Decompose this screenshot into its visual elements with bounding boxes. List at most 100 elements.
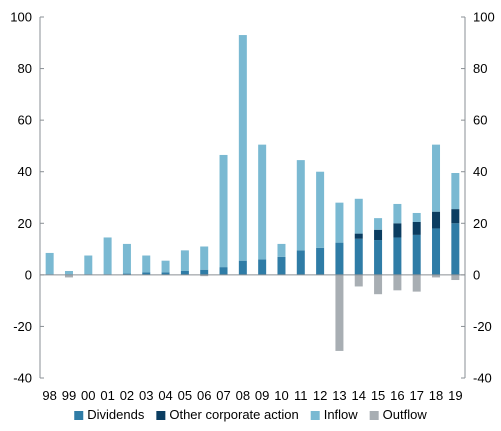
y-tick-label-left: 0 — [25, 267, 32, 282]
x-tick-label: 04 — [158, 388, 172, 403]
x-tick-label: 12 — [313, 388, 327, 403]
y-tick-label-left: 80 — [18, 61, 32, 76]
bar-dividends-13 — [335, 242, 344, 275]
bar-dividends-12 — [316, 247, 325, 275]
bar-outflow-99 — [64, 274, 73, 278]
legend-label-outflow: Outflow — [383, 407, 428, 422]
bar-dividends-03 — [142, 272, 151, 275]
y-tick-label-left: 60 — [18, 113, 32, 128]
x-tick-label: 14 — [352, 388, 366, 403]
bar-inflow-03 — [142, 255, 151, 273]
y-tick-label-right: 20 — [473, 216, 487, 231]
bar-inflow-09 — [258, 144, 267, 260]
x-tick-label: 17 — [409, 388, 423, 403]
bar-inflow-98 — [45, 252, 54, 275]
bar-inflow-07 — [219, 154, 228, 268]
y-tick-label-left: -20 — [13, 319, 32, 334]
bar-inflow-04 — [161, 260, 170, 273]
bar-dividends-14 — [354, 238, 363, 275]
x-tick-label: 99 — [62, 388, 76, 403]
axes-layer — [39, 16, 466, 379]
bar-dividends-16 — [393, 237, 402, 275]
legend-label-inflow: Inflow — [324, 407, 359, 422]
x-tick-label: 19 — [448, 388, 462, 403]
x-tick-label: 09 — [255, 388, 269, 403]
bar-inflow-11 — [296, 160, 305, 251]
x-tick-label: 05 — [178, 388, 192, 403]
y-tick-label-right: 80 — [473, 61, 487, 76]
legend-swatch-inflow — [310, 411, 320, 420]
x-tick-label: 07 — [216, 388, 230, 403]
bar-inflow-05 — [180, 250, 189, 271]
bar-dividends-04 — [161, 272, 170, 275]
x-tick-label: 18 — [429, 388, 443, 403]
bar-dividends-05 — [180, 270, 189, 275]
legend: Dividends Other corporate action Inflow Out… — [74, 407, 427, 422]
bar-inflow-12 — [316, 171, 325, 248]
y-tick-label-right: -40 — [473, 371, 492, 386]
bar-dividends-18 — [432, 228, 441, 275]
bar-outflow-13 — [335, 274, 344, 351]
y-tick-label-right: 40 — [473, 164, 487, 179]
legend-label-other-corporate-action: Other corporate action — [169, 407, 298, 422]
x-tick-label: 01 — [100, 388, 114, 403]
x-tick-label: 08 — [236, 388, 250, 403]
bar-inflow-01 — [103, 237, 112, 275]
x-tick-label: 15 — [371, 388, 385, 403]
bar-other-corporate-action-17 — [412, 221, 421, 235]
bar-inflow-17 — [412, 212, 421, 222]
legend-swatch-other-corporate-action — [156, 411, 166, 420]
bar-outflow-17 — [412, 274, 421, 292]
bar-dividends-15 — [374, 240, 383, 275]
bar-dividends-10 — [277, 256, 286, 275]
bar-other-corporate-action-19 — [451, 209, 460, 224]
y-tick-label-left: 100 — [10, 10, 32, 25]
bar-inflow-99 — [64, 270, 73, 275]
bar-inflow-06 — [200, 246, 209, 270]
bar-dividends-17 — [412, 234, 421, 275]
x-tick-label: 02 — [120, 388, 134, 403]
y-tick-label-right: 0 — [473, 267, 480, 282]
bar-inflow-19 — [451, 173, 460, 210]
bars-layer — [40, 35, 465, 351]
bar-dividends-11 — [296, 250, 305, 275]
bar-inflow-02 — [122, 243, 131, 274]
bar-dividends-09 — [258, 259, 267, 275]
bar-dividends-02 — [122, 273, 131, 275]
bar-other-corporate-action-16 — [393, 223, 402, 238]
bar-outflow-15 — [374, 274, 383, 295]
bar-inflow-00 — [84, 255, 93, 275]
legend-swatch-outflow — [369, 411, 379, 420]
bar-inflow-14 — [354, 198, 363, 234]
y-tick-label-right: 100 — [473, 10, 495, 25]
bar-inflow-13 — [335, 202, 344, 243]
bar-other-corporate-action-14 — [354, 233, 363, 239]
y-tick-label-right: 60 — [473, 113, 487, 128]
bar-dividends-08 — [238, 260, 247, 275]
x-tick-label: 10 — [274, 388, 288, 403]
x-tick-label: 11 — [294, 388, 308, 403]
bar-inflow-15 — [374, 218, 383, 230]
bar-inflow-16 — [393, 203, 402, 224]
bar-outflow-19 — [451, 274, 460, 281]
bar-outflow-14 — [354, 274, 363, 287]
bar-outflow-16 — [393, 274, 402, 291]
x-tick-label: 13 — [332, 388, 346, 403]
bar-other-corporate-action-15 — [374, 229, 383, 241]
y-tick-label-right: -20 — [473, 319, 492, 334]
bar-outflow-18 — [432, 274, 441, 278]
bar-other-corporate-action-18 — [432, 211, 441, 229]
bar-dividends-19 — [451, 223, 460, 275]
y-tick-label-left: -40 — [13, 371, 32, 386]
legend-label-dividends: Dividends — [87, 407, 145, 422]
legend-swatch-dividends — [74, 411, 84, 420]
bar-inflow-10 — [277, 243, 286, 257]
x-tick-label: 00 — [81, 388, 95, 403]
x-tick-label: 06 — [197, 388, 211, 403]
bar-inflow-08 — [238, 35, 247, 261]
x-tick-label: 16 — [390, 388, 404, 403]
y-tick-label-left: 40 — [18, 164, 32, 179]
bar-outflow-06 — [200, 274, 209, 277]
